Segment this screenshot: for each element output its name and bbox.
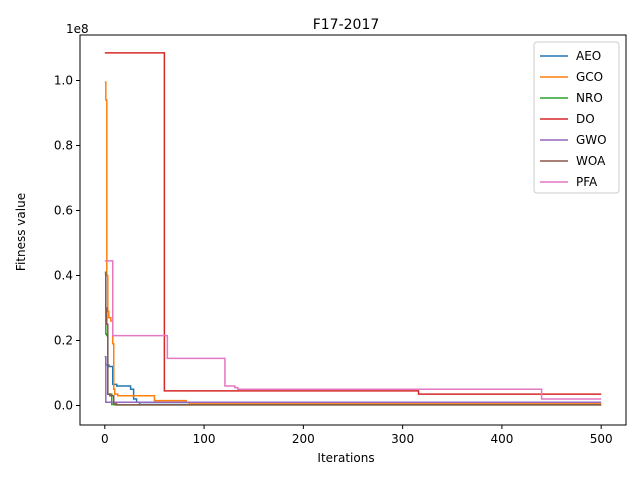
series-line-pfa — [104, 260, 602, 400]
x-tick-label: 200 — [292, 432, 315, 446]
x-tick-label: 400 — [490, 432, 513, 446]
y-scale-label: 1e8 — [66, 22, 89, 36]
y-axis-label: Fitness value — [14, 193, 28, 271]
y-tick-label: 0.6 — [54, 204, 73, 218]
plot-area — [104, 52, 602, 406]
legend-box — [533, 41, 620, 194]
chart-title: F17-2017 — [313, 17, 380, 33]
legend-label-gwo: GWO — [576, 133, 607, 147]
x-tick-label: 300 — [391, 432, 414, 446]
series-line-gco — [104, 81, 602, 405]
legend-label-pfa: PFA — [576, 175, 598, 189]
legend-label-do: DO — [576, 112, 595, 126]
legend-label-gco: GCO — [576, 70, 603, 84]
axes-frame — [79, 34, 627, 426]
y-tick-label: 0.0 — [54, 399, 73, 413]
legend-label-aeo: AEO — [576, 49, 601, 63]
legend-label-woa: WOA — [576, 154, 606, 168]
series-line-do — [104, 52, 602, 395]
x-tick-label: 100 — [193, 432, 216, 446]
legend-label-nro: NRO — [576, 91, 603, 105]
y-tick-label: 1.0 — [54, 74, 73, 88]
series-line-gwo — [104, 356, 602, 403]
series-line-woa — [104, 273, 602, 406]
x-axis-label: Iterations — [317, 451, 374, 465]
y-tick-label: 0.2 — [54, 334, 73, 348]
y-tick-label: 0.8 — [54, 139, 73, 153]
y-tick-label: 0.4 — [54, 269, 73, 283]
ticks-group: 0 100 200 300 400 500 0.0 0.2 0.4 0.6 0.8 1.0 — [54, 74, 613, 447]
x-tick-label: 500 — [590, 432, 613, 446]
legend: AEO GCO NRO DO GWO WOA PFA — [533, 41, 620, 194]
x-tick-label: 0 — [101, 432, 109, 446]
